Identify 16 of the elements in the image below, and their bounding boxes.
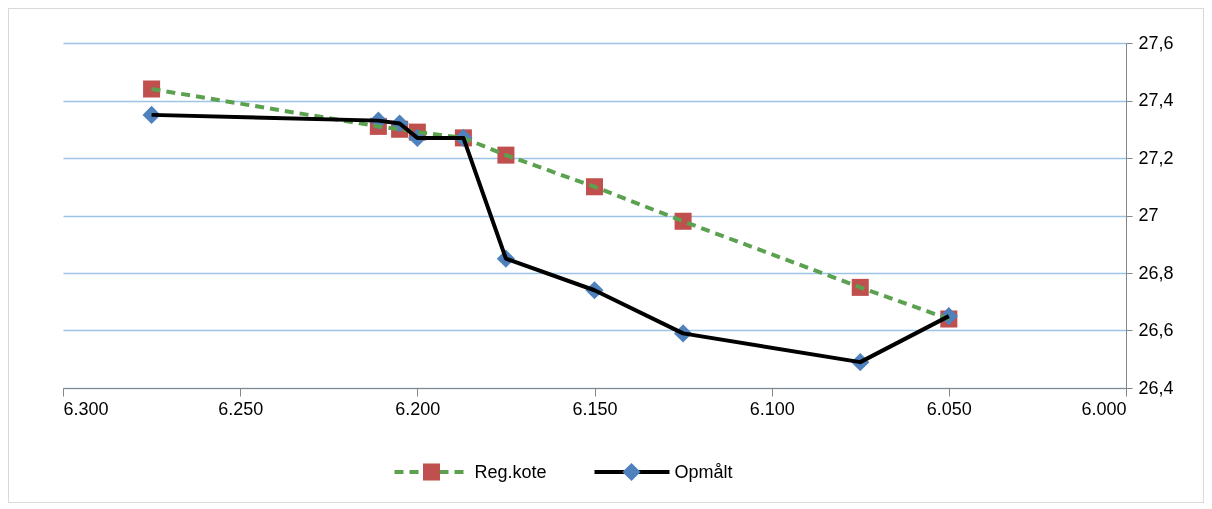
x-tick-label: 6.300	[63, 398, 109, 419]
x-tick-label: 6.200	[395, 398, 441, 419]
x-tick-label: 6.150	[572, 398, 618, 419]
y-tick-label: 26,4	[1138, 377, 1174, 398]
x-tick-label: 6.100	[749, 398, 795, 419]
y-tick-label: 26,8	[1138, 262, 1174, 283]
y-tick-label: 26,6	[1138, 320, 1174, 340]
y-tick-label: 27	[1138, 205, 1159, 225]
x-tick-label: 6.000	[1081, 398, 1127, 419]
y-tick-label: 27,6	[1138, 32, 1174, 53]
legend-label: Reg.kote	[474, 462, 547, 482]
x-tick-label: 6.050	[926, 398, 972, 419]
y-tick-label: 27,4	[1138, 90, 1174, 110]
y-tick-label: 27,2	[1138, 147, 1174, 168]
x-tick-label: 6.250	[218, 398, 264, 419]
legend-label: Opmålt	[674, 462, 733, 482]
